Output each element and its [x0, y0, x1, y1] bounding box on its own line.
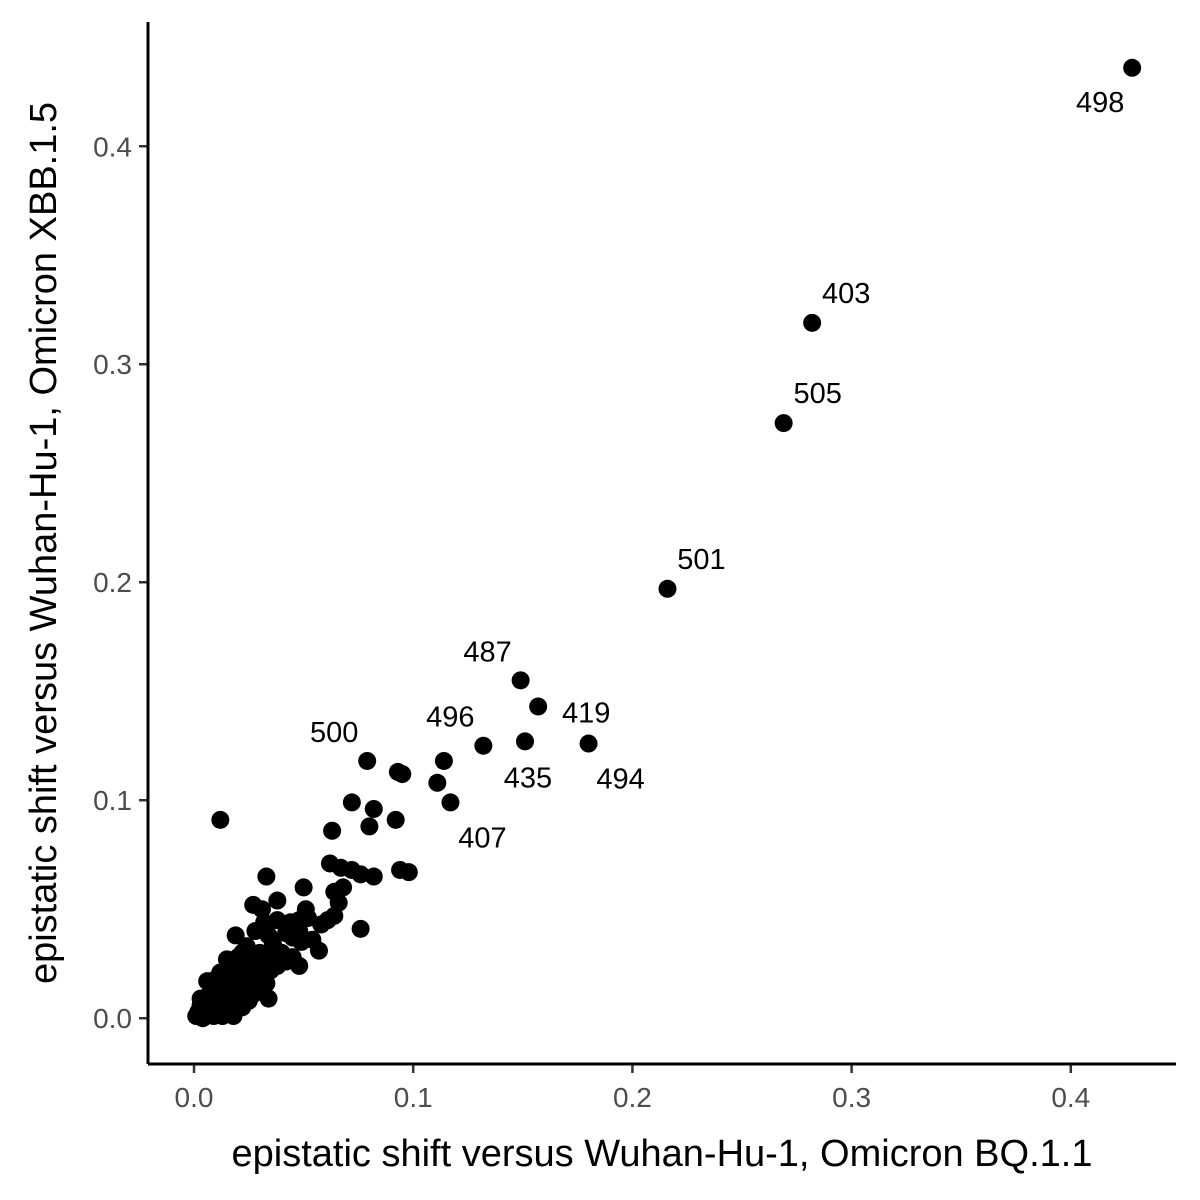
data-point [318, 911, 337, 930]
data-point-487 [511, 671, 530, 690]
data-point [191, 989, 210, 1008]
data-point-501 [658, 579, 677, 598]
data-point [211, 810, 230, 829]
data-point [299, 908, 318, 927]
data-point [220, 967, 239, 986]
data-point [323, 821, 342, 840]
data-point [257, 867, 276, 886]
x-tick-label: 0.0 [175, 1082, 214, 1113]
data-point [202, 978, 221, 997]
point-label-435: 435 [504, 762, 552, 794]
point-label-496: 496 [426, 702, 474, 734]
data-point-498 [1123, 58, 1142, 77]
x-axis-title: epistatic shift versus Wuhan-Hu-1, Omicr… [232, 1133, 1093, 1175]
point-label-498: 498 [1076, 87, 1124, 119]
data-point-407 [441, 793, 460, 812]
y-axis-title: epistatic shift versus Wuhan-Hu-1, Omicr… [23, 102, 65, 984]
data-point [268, 891, 287, 910]
x-tick-label: 0.2 [613, 1082, 652, 1113]
data-point-403 [803, 313, 822, 332]
data-point [213, 1007, 232, 1026]
data-point [360, 817, 379, 836]
y-tick-label: 0.0 [93, 1003, 132, 1034]
point-label-505: 505 [793, 378, 841, 410]
point-label-403: 403 [822, 278, 870, 310]
data-point [277, 952, 296, 971]
data-point [226, 926, 245, 945]
point-label-501: 501 [677, 544, 725, 576]
point-label-407: 407 [458, 822, 506, 854]
x-axis-ticks: 0.0 0.1 0.2 0.3 0.4 [175, 1064, 1090, 1113]
data-point [399, 863, 418, 882]
data-point [294, 878, 313, 897]
data-point [246, 922, 265, 941]
data-point [342, 793, 361, 812]
data-point [277, 924, 296, 943]
x-tick-label: 0.1 [394, 1082, 433, 1113]
data-point [386, 810, 405, 829]
data-point [351, 919, 370, 938]
data-point [257, 974, 276, 993]
data-point [309, 941, 328, 960]
data-points [187, 58, 1142, 1028]
y-axis-ticks: 0.0 0.1 0.2 0.3 0.4 [93, 131, 148, 1034]
data-point [428, 773, 447, 792]
data-point [393, 765, 412, 784]
data-point-419 [529, 697, 548, 716]
data-point [193, 1009, 212, 1028]
x-tick-label: 0.4 [1051, 1082, 1090, 1113]
y-tick-label: 0.4 [93, 131, 132, 162]
data-point-496 [474, 736, 493, 755]
point-label-494: 494 [596, 764, 644, 796]
data-point-505 [774, 414, 793, 433]
x-tick-label: 0.3 [832, 1082, 871, 1113]
data-point [434, 751, 453, 770]
point-label-419: 419 [562, 697, 610, 729]
data-point-494 [579, 734, 598, 753]
y-tick-label: 0.2 [93, 567, 132, 598]
y-tick-label: 0.3 [93, 349, 132, 380]
y-tick-label: 0.1 [93, 785, 132, 816]
data-point-500 [358, 751, 377, 770]
point-label-500: 500 [310, 717, 358, 749]
point-label-487: 487 [463, 636, 511, 668]
data-point-435 [516, 732, 535, 751]
point-annotations: 498 403 505 501 487 419 496 435 494 500 407 [310, 87, 1124, 855]
data-point [351, 865, 370, 884]
data-point [364, 799, 383, 818]
